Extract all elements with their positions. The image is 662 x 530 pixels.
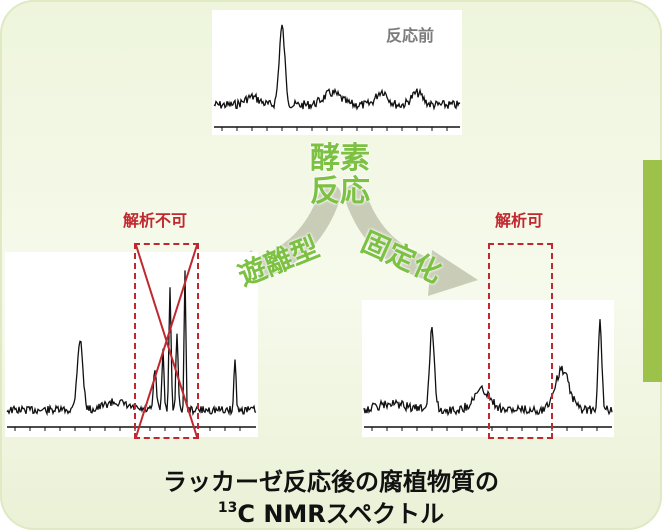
arrow-to-free [237,184,341,283]
spectrum-before-ticks [221,127,448,131]
analyzable-region [488,243,553,439]
enzyme-label-line2: 反応 [310,174,370,209]
caption-line1: ラッカーゼ反応後の腐植物質の [163,468,499,496]
not-analyzable-label: 解析不可 [123,211,188,230]
before-reaction-label: 反応前 [386,26,435,45]
not-analyzable-region [134,243,199,439]
spectrum-before [212,10,462,135]
caption-superscript: 13 [217,500,238,516]
enzyme-label-line1: 酵素 [310,141,370,176]
enzyme-reaction-label: 酵素 反応 [305,142,375,208]
x-mark-icon [135,244,198,438]
spectrum-before-trace [213,24,461,111]
analyzable-label: 解析可 [495,211,544,230]
spectrum-free-trace [6,270,257,417]
arrow-to-fixed [344,184,449,283]
side-tab [643,160,662,382]
arrow-head-fixed [428,250,478,296]
caption-line2: 13C NMRスペクトル [0,494,662,529]
spectrum-free [5,252,258,437]
caption-line2-text: C NMRスペクトル [237,500,445,528]
